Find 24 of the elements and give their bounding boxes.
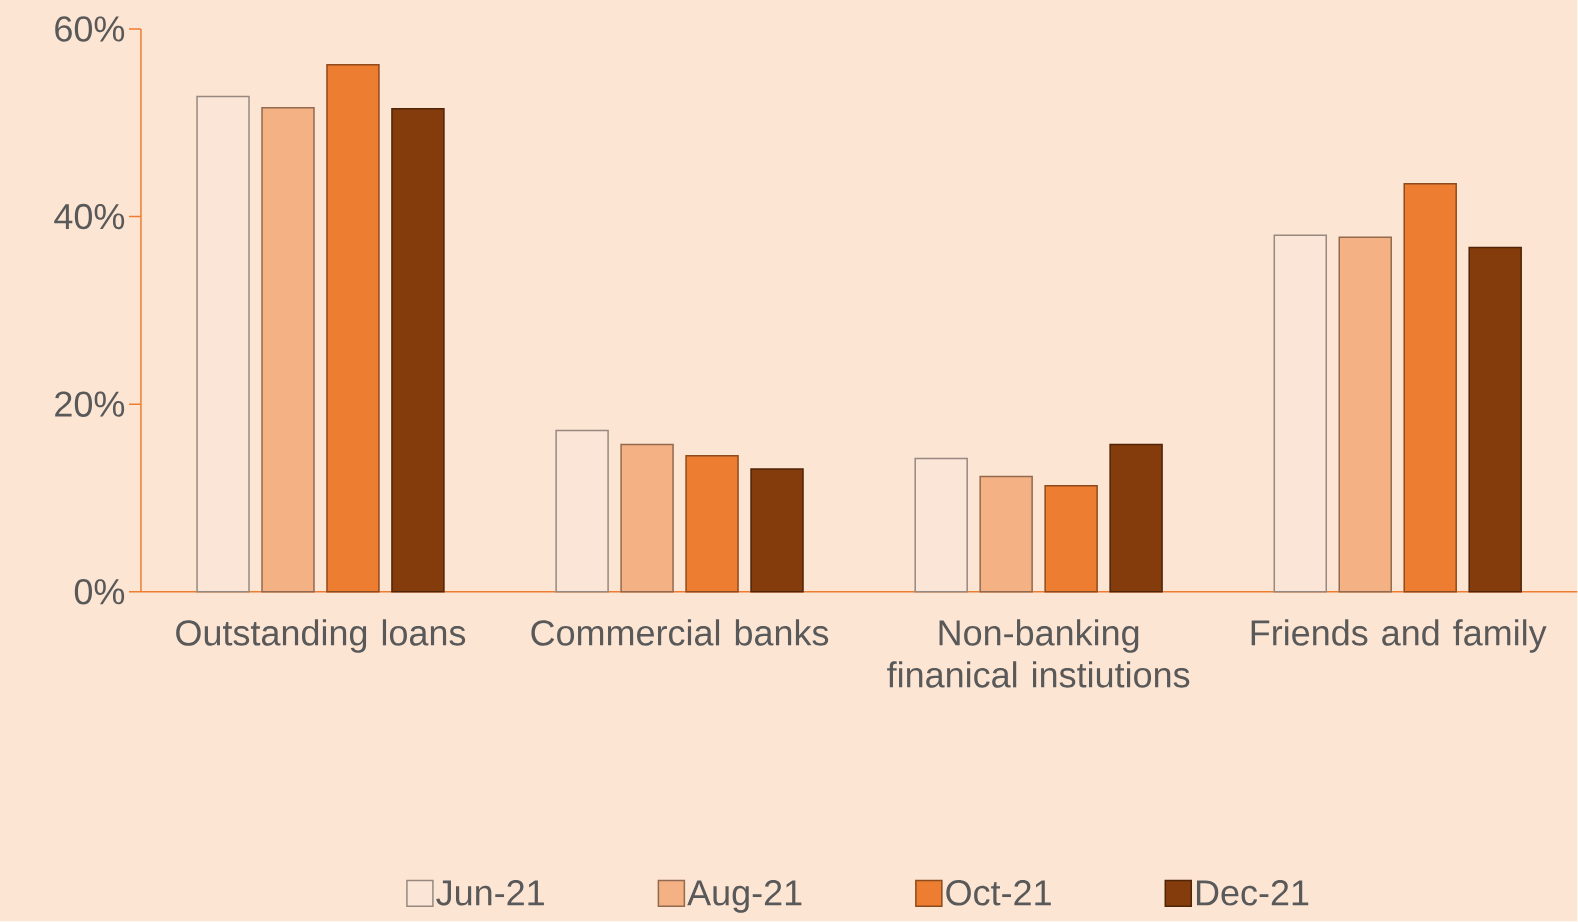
- y-tick-label: 40%: [54, 204, 125, 230]
- legend-label: Oct-21: [946, 880, 1051, 906]
- bar: [196, 95, 250, 593]
- bar: [555, 429, 609, 593]
- x-tick-label: Commercial banks: [531, 619, 829, 646]
- bar: [914, 458, 968, 593]
- legend-label: Aug-21: [687, 880, 802, 913]
- x-tick-label: Friends and family: [1251, 619, 1547, 653]
- bar: [1468, 246, 1522, 593]
- bar: [1338, 236, 1392, 593]
- bar: [1273, 234, 1328, 593]
- y-tick-label: 60%: [55, 16, 125, 42]
- y-tick-label: 0%: [74, 579, 125, 605]
- legend-label: Jun-21: [436, 880, 544, 906]
- bar: [261, 107, 315, 593]
- bar: [979, 475, 1033, 593]
- bar: [1109, 443, 1163, 593]
- legend-label: Dec-21: [1196, 880, 1309, 906]
- bar: [391, 108, 445, 593]
- x-tick-label: Non-banking finanical instiutions: [887, 619, 1190, 688]
- bar: [620, 443, 674, 593]
- x-tick-label: Outstanding loans: [176, 619, 466, 653]
- bar: [750, 468, 804, 593]
- y-tick-label: 20%: [55, 391, 125, 418]
